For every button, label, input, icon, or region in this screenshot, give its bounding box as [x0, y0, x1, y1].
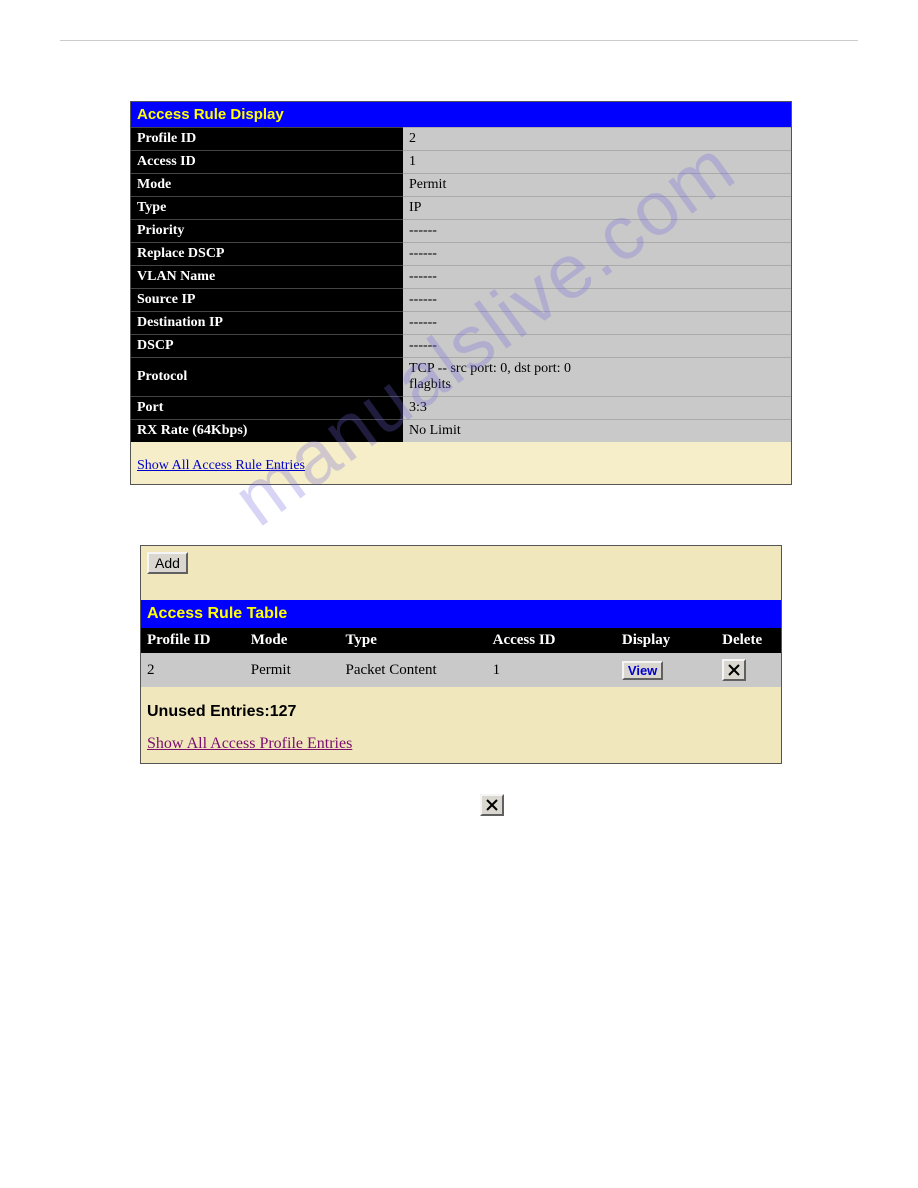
add-button[interactable]: Add [147, 552, 188, 574]
table-row: Port3:3 [131, 397, 791, 420]
cell-delete [716, 653, 781, 687]
col-display: Display [616, 628, 716, 653]
close-icon [728, 664, 740, 676]
table-row: Source IP------ [131, 289, 791, 312]
panel2-title-row: Access Rule Table [141, 600, 781, 628]
row-label: RX Rate (64Kbps) [131, 420, 403, 443]
row-label: DSCP [131, 335, 403, 358]
panel2-header-row: Profile ID Mode Type Access ID Display D… [141, 628, 781, 653]
access-rule-display-panel: Access Rule Display Profile ID2Access ID… [130, 101, 792, 485]
row-value: Permit [403, 174, 791, 197]
row-value: IP [403, 197, 791, 220]
show-all-profile-entries-link[interactable]: Show All Access Profile Entries [147, 735, 352, 752]
panel1-title: Access Rule Display [131, 102, 791, 128]
table-row: TypeIP [131, 197, 791, 220]
row-value: 3:3 [403, 397, 791, 420]
row-label: Priority [131, 220, 403, 243]
table-row: DSCP------ [131, 335, 791, 358]
view-button[interactable]: View [622, 661, 663, 680]
table-row: ModePermit [131, 174, 791, 197]
access-rule-table-panel: Add Access Rule Table Profile ID Mode Ty… [140, 545, 782, 764]
row-label: Protocol [131, 358, 403, 397]
col-access-id: Access ID [487, 628, 616, 653]
panel2-top: Add [141, 546, 781, 600]
cell-display: View [616, 653, 716, 687]
row-value: ------ [403, 312, 791, 335]
table-row: ProtocolTCP -- src port: 0, dst port: 0f… [131, 358, 791, 397]
col-mode: Mode [245, 628, 340, 653]
row-label: Replace DSCP [131, 243, 403, 266]
table-row: RX Rate (64Kbps)No Limit [131, 420, 791, 443]
access-rule-display-table: Access Rule Display Profile ID2Access ID… [131, 102, 791, 442]
row-label: Destination IP [131, 312, 403, 335]
show-all-rule-entries-link[interactable]: Show All Access Rule Entries [137, 458, 305, 473]
row-label: Source IP [131, 289, 403, 312]
unused-label: Unused Entries: [147, 703, 270, 720]
table-row: Replace DSCP------ [131, 243, 791, 266]
unused-value: 127 [270, 703, 297, 720]
table-row: Priority------ [131, 220, 791, 243]
panel2-link-row: Show All Access Profile Entries [141, 725, 781, 763]
table-row: Destination IP------ [131, 312, 791, 335]
row-label: Mode [131, 174, 403, 197]
lone-delete-wrap [480, 794, 858, 816]
row-label: Access ID [131, 151, 403, 174]
cell-mode: Permit [245, 653, 340, 687]
delete-button[interactable] [722, 659, 746, 681]
panel1-link-row: Show All Access Rule Entries [131, 442, 791, 476]
row-value: ------ [403, 243, 791, 266]
col-delete: Delete [716, 628, 781, 653]
row-label: Port [131, 397, 403, 420]
row-value: ------ [403, 266, 791, 289]
unused-entries: Unused Entries:127 [141, 687, 781, 725]
row-value: 1 [403, 151, 791, 174]
lone-delete-button[interactable] [480, 794, 504, 816]
col-profile-id: Profile ID [141, 628, 245, 653]
row-value: ------ [403, 220, 791, 243]
cell-access-id: 1 [487, 653, 616, 687]
table-row: VLAN Name------ [131, 266, 791, 289]
row-label: VLAN Name [131, 266, 403, 289]
row-value: TCP -- src port: 0, dst port: 0flagbits [403, 358, 791, 397]
cell-type: Packet Content [339, 653, 486, 687]
panel2-title: Access Rule Table [141, 600, 781, 628]
top-divider [60, 40, 858, 41]
table-row: Profile ID2 [131, 128, 791, 151]
panel1-title-row: Access Rule Display [131, 102, 791, 128]
col-type: Type [339, 628, 486, 653]
page-container: manualslive.com Access Rule Display Prof… [0, 0, 918, 856]
row-value: 2 [403, 128, 791, 151]
table-row: Access ID1 [131, 151, 791, 174]
row-label: Type [131, 197, 403, 220]
row-value: ------ [403, 289, 791, 312]
close-icon [486, 799, 498, 811]
row-value: No Limit [403, 420, 791, 443]
row-label: Profile ID [131, 128, 403, 151]
access-rule-table: Access Rule Table Profile ID Mode Type A… [141, 600, 781, 687]
table-row: 2 Permit Packet Content 1 View [141, 653, 781, 687]
row-value: ------ [403, 335, 791, 358]
cell-profile-id: 2 [141, 653, 245, 687]
